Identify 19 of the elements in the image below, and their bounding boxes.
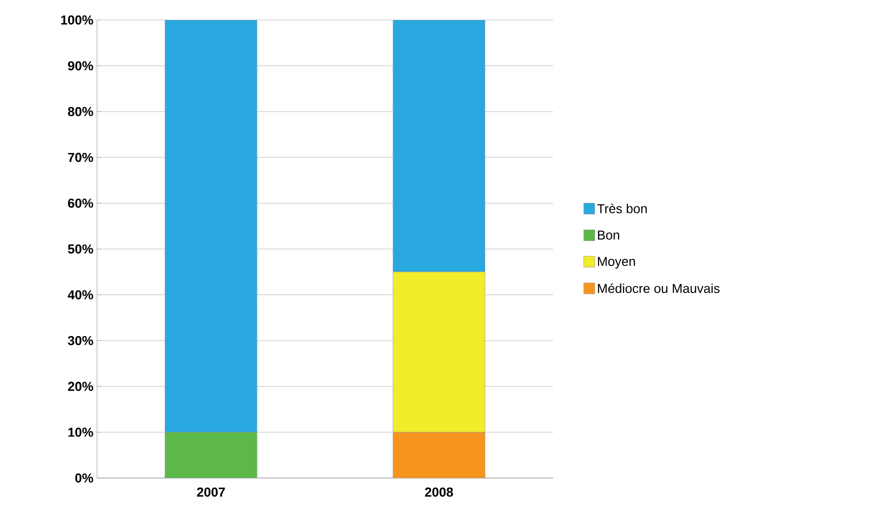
y-tick-label: 0% bbox=[75, 473, 94, 483]
legend-label: Médiocre ou Mauvais bbox=[598, 283, 720, 294]
y-tick-label: 60% bbox=[68, 198, 94, 208]
y-tick-label: 90% bbox=[68, 61, 94, 70]
y-tick-label: 70% bbox=[68, 152, 94, 162]
y-tick-label: 80% bbox=[68, 107, 94, 116]
legend-label: Très bon bbox=[597, 204, 647, 214]
legend-label: Moyen bbox=[598, 256, 635, 269]
y-tick-label: 30% bbox=[68, 336, 94, 346]
bar bbox=[392, 20, 486, 272]
bar bbox=[164, 20, 258, 432]
x-tick-label: 2008 bbox=[425, 488, 454, 497]
legend-label: Bon bbox=[598, 230, 620, 240]
x-tick-label: 2007 bbox=[197, 488, 225, 497]
y-tick-label: 50% bbox=[68, 244, 94, 254]
y-tick-label: 20% bbox=[68, 382, 94, 391]
y-tick-label: 40% bbox=[68, 290, 94, 300]
y-tick-label: 100% bbox=[61, 15, 94, 25]
y-tick-label: 10% bbox=[68, 428, 94, 437]
